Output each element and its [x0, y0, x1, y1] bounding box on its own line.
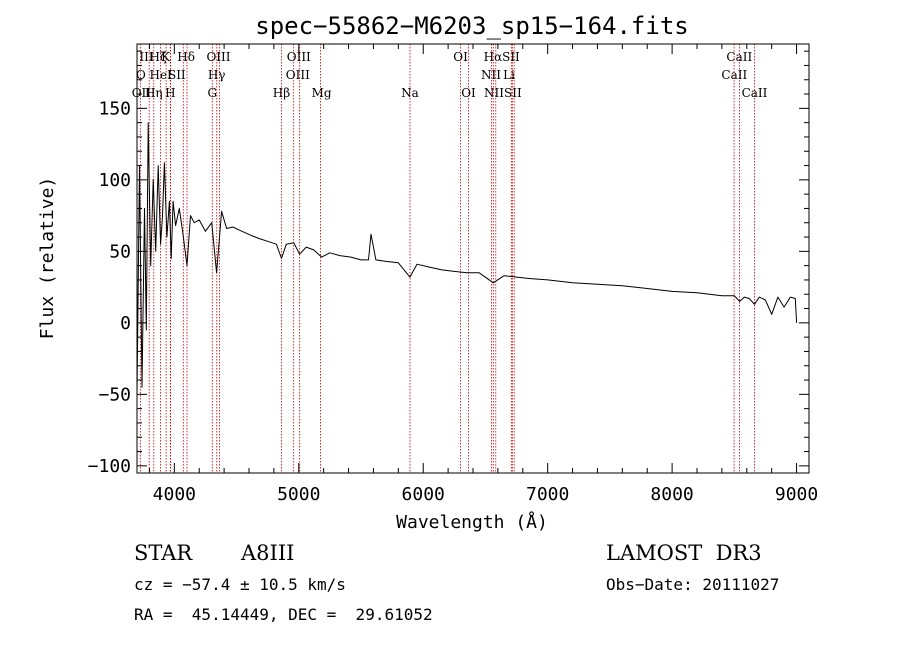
line-label: K [161, 50, 171, 64]
object-subclass: A8III [240, 541, 294, 565]
line-label: O [136, 68, 146, 82]
y-axis-label: Flux (relative) [37, 177, 58, 340]
series-layer [136, 122, 798, 395]
y-tick-label: 0 [120, 313, 131, 334]
x-tick-label: 4000 [153, 484, 196, 505]
x-tick-label: 7000 [526, 484, 569, 505]
plot-frame [136, 43, 810, 474]
x-tick-label: 9000 [775, 484, 818, 505]
line-label: OI [461, 86, 476, 100]
line-marker-layer [139, 44, 755, 473]
y-tick-label: 150 [98, 98, 131, 119]
line-label: SII [168, 68, 186, 82]
line-label: III [139, 50, 153, 64]
y-tick-label: −50 [98, 384, 131, 405]
line-label: Hγ [208, 68, 226, 82]
line-label: Hβ [273, 86, 290, 100]
redshift-value: cz = −57.4 ± 10.5 km/s [134, 575, 346, 594]
y-axis: −100 −50 0 50 100 150 [88, 50, 809, 477]
line-label: G [207, 86, 217, 100]
line-label: CaII [742, 86, 768, 100]
y-tick-label: −100 [88, 456, 131, 477]
line-label: Hη [145, 86, 163, 100]
survey-name: LAMOST DR3 [606, 541, 762, 565]
x-tick-label: 6000 [402, 484, 445, 505]
line-label: CaII [721, 68, 747, 82]
x-axis-label: Wavelength (Å) [396, 511, 548, 533]
line-label: CaII [726, 50, 752, 64]
line-label: HeI [149, 68, 172, 82]
x-tick-label: 5000 [277, 484, 320, 505]
y-tick-label: 100 [98, 170, 131, 191]
line-label: Mg [312, 86, 332, 100]
series-line-flux [136, 122, 798, 395]
line-label: OI [453, 50, 468, 64]
line-label: H [165, 86, 175, 100]
y-tick-label: 50 [109, 241, 131, 262]
line-label: Hζ [150, 50, 167, 64]
chart-title: spec−55862−M6203_sp15−164.fits [255, 12, 688, 40]
line-label: NII [481, 68, 501, 82]
line-label: OIII [206, 50, 230, 64]
line-label: OIII [287, 50, 311, 64]
x-tick-label: 8000 [650, 484, 693, 505]
line-label: Hδ [177, 50, 195, 64]
line-label: Na [401, 86, 419, 100]
line-label: Li [503, 68, 515, 82]
line-label: OIII [286, 68, 310, 82]
object-class: STAR [134, 541, 193, 565]
line-label: SII [502, 50, 520, 64]
line-label: Hα [484, 50, 503, 64]
x-axis: 4000 5000 6000 7000 8000 9000 [148, 44, 818, 505]
observation-date: Obs−Date: 20111027 [606, 575, 779, 594]
sky-coordinates: RA = 45.14449, DEC = 29.61052 [134, 605, 433, 624]
line-label: NIISII [484, 86, 522, 100]
